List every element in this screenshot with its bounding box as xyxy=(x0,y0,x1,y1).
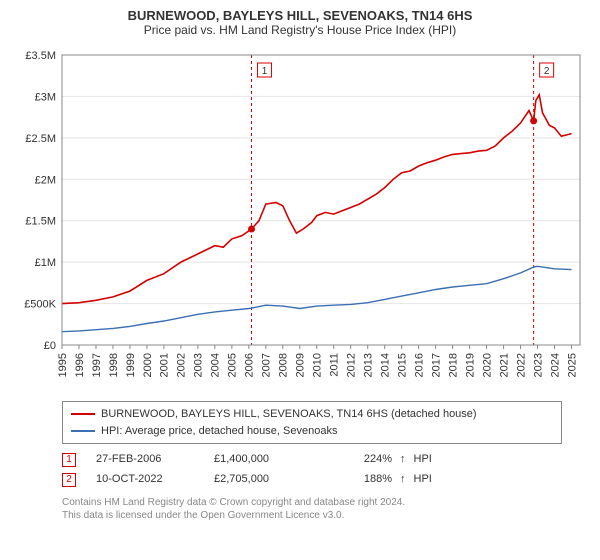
x-tick-label: 1996 xyxy=(74,353,86,377)
sale-marker xyxy=(248,226,255,233)
x-tick-label: 2012 xyxy=(346,353,358,377)
x-tick-label: 2007 xyxy=(261,353,273,377)
x-tick-label: 2008 xyxy=(278,353,290,377)
chart-area: £0 £500K £1M £1.5M £2M £2.5M £3M £3.5M 1995 1996 1… xyxy=(10,45,590,395)
sale-marker xyxy=(530,117,537,124)
x-tick-label: 2018 xyxy=(447,353,459,377)
page-subtitle: Price paid vs. HM Land Registry's House … xyxy=(10,23,590,37)
y-tick-label: £2.5M xyxy=(25,133,56,145)
x-tick-label: 2006 xyxy=(244,353,256,377)
x-tick-label: 2002 xyxy=(176,353,188,377)
line-chart-svg: £0 £500K £1M £1.5M £2M £2.5M £3M £3.5M 1995 1996 1… xyxy=(10,45,590,395)
legend-label: HPI: Average price, detached house, Seve… xyxy=(101,423,337,440)
x-tick-label: 2004 xyxy=(210,353,222,377)
x-tick-label: 2000 xyxy=(142,353,154,377)
sale-row: 2 10-OCT-2022 £2,705,000 188% ↑ HPI xyxy=(62,470,562,490)
y-tick-label: £1.5M xyxy=(25,216,56,228)
refline-index: 1 xyxy=(262,66,268,77)
x-tick-label: 2010 xyxy=(312,353,324,377)
x-tick-label: 2019 xyxy=(464,353,476,377)
x-tick-label: 1999 xyxy=(125,353,137,377)
x-tick-label: 2016 xyxy=(414,353,426,377)
arrow-up-icon: ↑ xyxy=(400,470,406,490)
refline-index: 2 xyxy=(544,66,550,77)
x-tick-label: 2025 xyxy=(566,353,578,377)
sales-table: 1 27-FEB-2006 £1,400,000 224% ↑ HPI 2 10-OCT-20… xyxy=(62,450,562,490)
legend-swatch xyxy=(71,430,95,432)
sale-index-box: 2 xyxy=(62,473,76,487)
x-tick-label: 2009 xyxy=(295,353,307,377)
sale-price: £1,400,000 xyxy=(214,450,324,470)
x-tick-label: 2005 xyxy=(227,353,239,377)
x-tick-label: 1997 xyxy=(91,353,103,377)
y-tick-label: £0 xyxy=(44,340,56,352)
x-tick-label: 2023 xyxy=(532,353,544,377)
x-tick-label: 2001 xyxy=(159,353,171,377)
x-tick-label: 2017 xyxy=(430,353,442,377)
legend-swatch xyxy=(71,413,95,415)
sale-hpi-label: HPI xyxy=(414,450,464,470)
x-tick-label: 2013 xyxy=(363,353,375,377)
sale-date: 10-OCT-2022 xyxy=(96,470,206,490)
y-tick-label: £2M xyxy=(35,174,56,186)
legend-item: HPI: Average price, detached house, Seve… xyxy=(71,423,553,440)
footer-line-1: Contains HM Land Registry data © Crown c… xyxy=(62,496,562,510)
x-tick-label: 1995 xyxy=(57,353,69,377)
legend-label: BURNEWOOD, BAYLEYS HILL, SEVENOAKS, TN14… xyxy=(101,406,477,423)
legend: BURNEWOOD, BAYLEYS HILL, SEVENOAKS, TN14… xyxy=(62,401,562,444)
legend-item: BURNEWOOD, BAYLEYS HILL, SEVENOAKS, TN14… xyxy=(71,406,553,423)
x-tick-label: 1998 xyxy=(108,353,120,377)
y-tick-label: £1M xyxy=(35,257,56,269)
sale-hpi-label: HPI xyxy=(414,470,464,490)
footer-line-2: This data is licensed under the Open Gov… xyxy=(62,509,562,523)
x-tick-label: 2015 xyxy=(397,353,409,377)
x-tick-label: 2021 xyxy=(498,353,510,377)
y-tick-label: £500K xyxy=(24,299,56,311)
sale-pct: 224% xyxy=(332,450,392,470)
x-tick-label: 2011 xyxy=(329,353,341,377)
x-tick-label: 2003 xyxy=(193,353,205,377)
x-tick-label: 2022 xyxy=(515,353,527,377)
y-tick-label: £3.5M xyxy=(25,50,56,62)
x-tick-label: 2014 xyxy=(380,353,392,377)
footer-attribution: Contains HM Land Registry data © Crown c… xyxy=(62,496,562,523)
sale-price: £2,705,000 xyxy=(214,470,324,490)
sale-row: 1 27-FEB-2006 £1,400,000 224% ↑ HPI xyxy=(62,450,562,470)
sale-pct: 188% xyxy=(332,470,392,490)
sale-index-box: 1 xyxy=(62,453,76,467)
page-title: BURNEWOOD, BAYLEYS HILL, SEVENOAKS, TN14… xyxy=(10,8,590,23)
x-tick-label: 2024 xyxy=(549,353,561,377)
sale-date: 27-FEB-2006 xyxy=(96,450,206,470)
y-tick-label: £3M xyxy=(35,91,56,103)
arrow-up-icon: ↑ xyxy=(400,450,406,470)
x-tick-label: 2020 xyxy=(481,353,493,377)
